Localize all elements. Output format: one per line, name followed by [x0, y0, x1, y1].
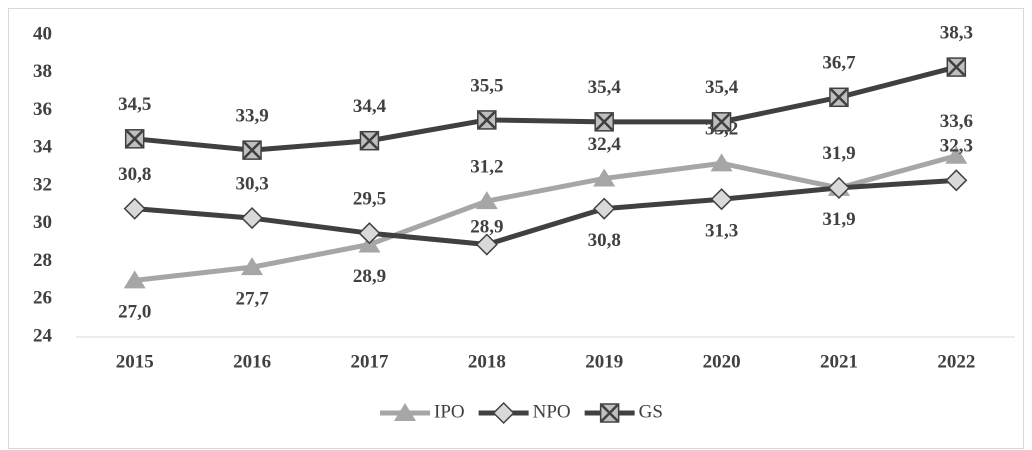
- data-label: 35,4: [705, 77, 739, 98]
- data-point: [594, 112, 614, 132]
- y-tick-label: 24: [33, 325, 53, 346]
- data-point: [593, 197, 616, 220]
- data-label: 32,4: [588, 134, 622, 155]
- data-label: 31,2: [470, 156, 503, 177]
- marker-cross: [595, 112, 614, 131]
- data-label: 28,9: [353, 266, 386, 287]
- marker-cross: [712, 112, 731, 131]
- data-point: [241, 257, 264, 276]
- data-point: [946, 57, 967, 77]
- x-tick-label: 2022: [937, 351, 975, 372]
- data-point: [359, 130, 380, 151]
- data-label: 31,9: [822, 209, 855, 230]
- data-label: 33,6: [940, 111, 973, 132]
- data-label: 36,7: [822, 53, 856, 74]
- data-point: [358, 222, 381, 245]
- x-tick-label: 2019: [585, 351, 623, 372]
- data-point: [827, 176, 850, 199]
- marker-cross: [947, 58, 966, 76]
- data-label: 27,0: [118, 302, 151, 323]
- data-label: 28,9: [470, 216, 503, 237]
- data-label: 35,4: [588, 77, 622, 98]
- marker-cross: [243, 141, 261, 160]
- data-point: [710, 153, 733, 172]
- chart-frame: [8, 8, 1024, 449]
- data-point: [242, 140, 262, 160]
- data-label: 38,3: [940, 22, 973, 43]
- data-label: 30,8: [588, 230, 621, 251]
- y-tick-label: 38: [33, 61, 52, 82]
- legend-marker: [599, 403, 620, 423]
- data-label: 27,7: [235, 289, 269, 310]
- x-tick-label: 2021: [820, 351, 858, 372]
- legend-marker: [394, 403, 416, 421]
- data-point: [123, 270, 146, 289]
- legend-label: IPO: [434, 401, 465, 422]
- x-tick-label: 2020: [703, 351, 741, 372]
- y-tick-label: 40: [33, 23, 52, 44]
- data-point: [475, 191, 498, 210]
- y-tick-label: 28: [33, 250, 52, 271]
- legend-label: NPO: [533, 401, 571, 422]
- y-tick-label: 30: [33, 212, 52, 233]
- data-point: [711, 112, 732, 132]
- series-line: [134, 153, 957, 283]
- marker-cross: [125, 129, 144, 148]
- marker-cross: [477, 111, 496, 129]
- x-tick-label: 2015: [116, 351, 154, 372]
- data-point: [241, 207, 264, 230]
- data-label: 31,3: [705, 221, 738, 242]
- data-point: [123, 197, 146, 220]
- y-tick-label: 32: [33, 174, 52, 195]
- y-tick-label: 34: [33, 137, 53, 158]
- data-point: [710, 188, 733, 211]
- legend-marker: [492, 401, 515, 425]
- marker-cross: [360, 131, 379, 150]
- data-label: 30,8: [118, 164, 151, 185]
- data-label: 34,5: [118, 94, 151, 115]
- data-point: [124, 129, 145, 149]
- data-label: 31,9: [822, 143, 855, 164]
- x-tick-label: 2017: [350, 351, 389, 372]
- data-point: [945, 145, 968, 164]
- data-point: [475, 233, 498, 256]
- data-point: [477, 110, 497, 130]
- series-line: [134, 177, 957, 248]
- y-tick-label: 36: [33, 99, 52, 120]
- legend-label: GS: [639, 401, 663, 422]
- x-tick-label: 2018: [468, 351, 506, 372]
- data-point: [829, 87, 849, 108]
- marker-cross: [830, 88, 848, 107]
- series-line: [134, 64, 957, 153]
- data-label: 30,3: [235, 173, 268, 194]
- data-label: 35,5: [470, 75, 503, 96]
- data-label: 34,4: [353, 96, 387, 117]
- x-tick-label: 2016: [233, 351, 271, 372]
- data-label: 33,9: [235, 105, 268, 126]
- data-label: 29,5: [353, 189, 386, 210]
- y-tick-label: 26: [33, 288, 52, 309]
- data-point: [945, 169, 968, 192]
- marker-cross: [600, 404, 619, 422]
- data-point: [593, 168, 616, 187]
- data-label: 32,3: [940, 136, 973, 157]
